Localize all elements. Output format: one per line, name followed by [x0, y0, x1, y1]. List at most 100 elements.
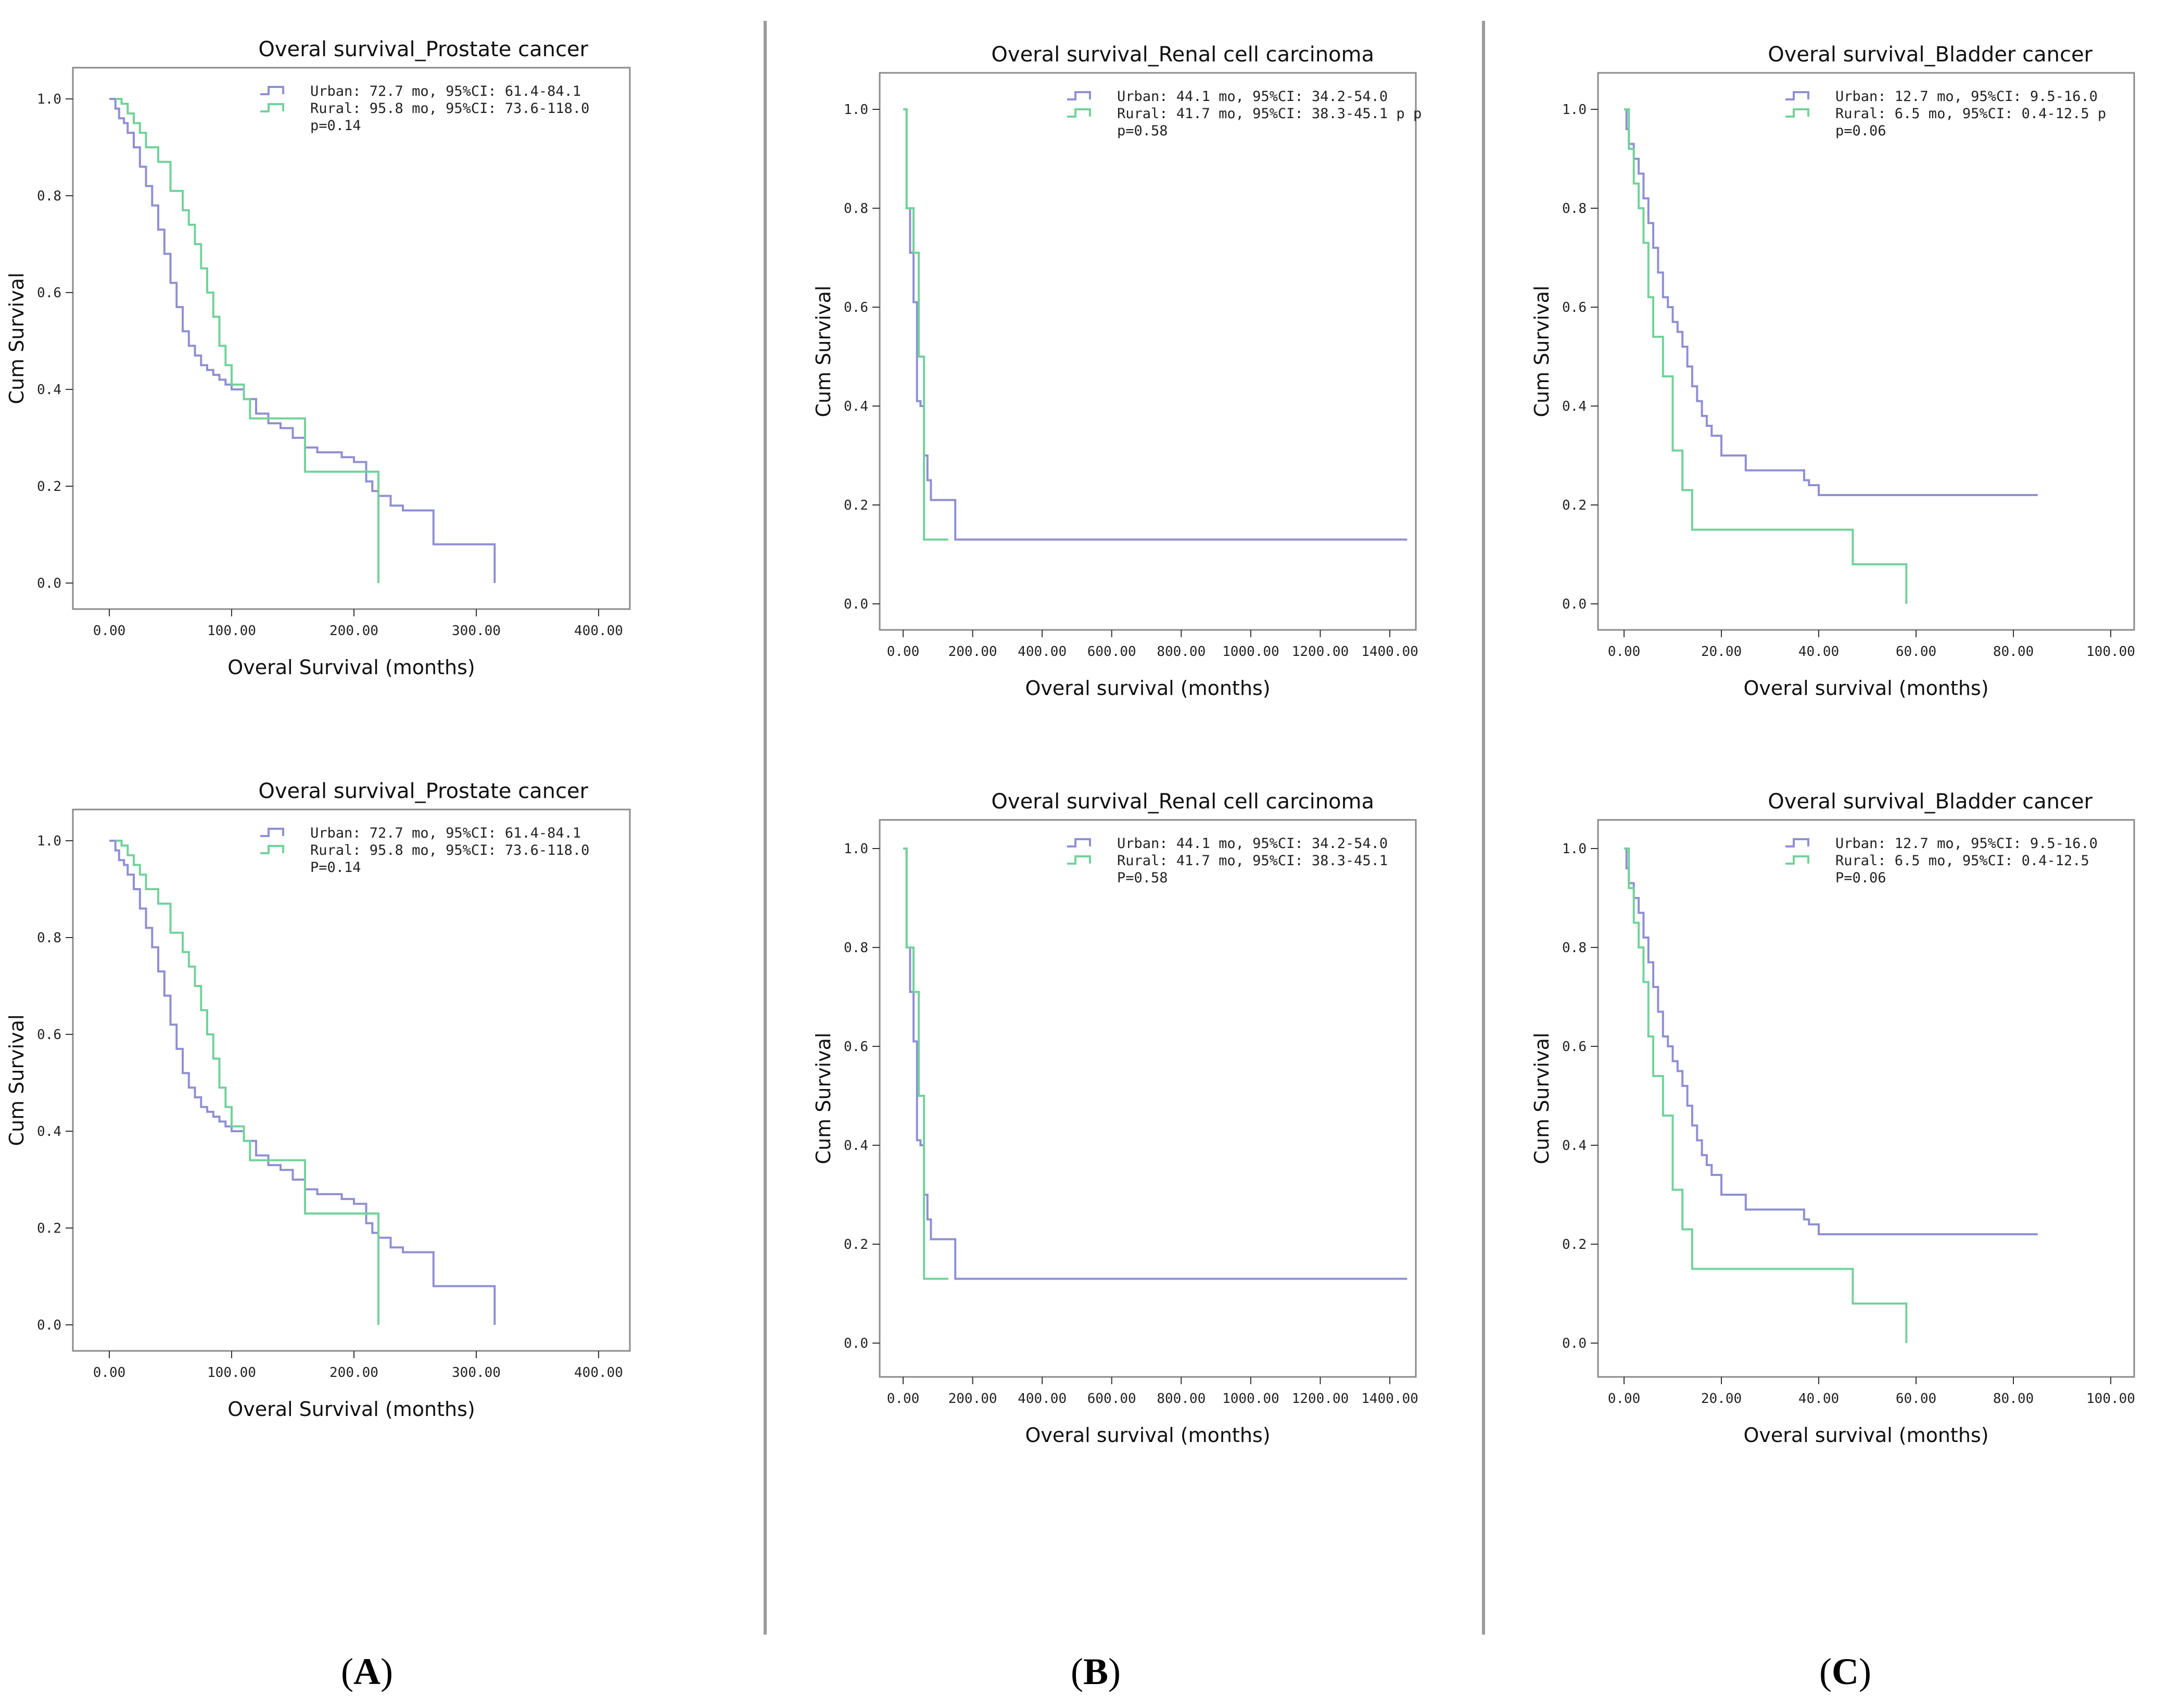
legend-entry: P=0.14 [310, 859, 361, 876]
chart-bladder-bottom: Overal survival_Bladder cancer Overal sur… [1530, 790, 2135, 1447]
y-tick-label: 0.2 [1562, 1237, 1587, 1252]
y-tick-label: 0.8 [844, 201, 868, 217]
x-tick-label: 1200.00 [1292, 644, 1349, 660]
x-tick-label: 1200.00 [1292, 1391, 1349, 1407]
x-tick-label: 40.00 [1798, 644, 1839, 660]
y-axis-label: Cum Survival [812, 1033, 835, 1165]
x-tick-label: 60.00 [1896, 1391, 1936, 1407]
x-axis-label: Overal survival (months) [1025, 1424, 1270, 1447]
y-tick-label: 0.4 [37, 1124, 61, 1140]
survival-line-rural [1624, 847, 1908, 1343]
y-axis-label: Cum Survival [1530, 1033, 1553, 1165]
x-tick-label: 600.00 [1087, 1391, 1136, 1407]
plot-frame [72, 67, 631, 610]
legend-swatch-rural [1067, 108, 1091, 118]
x-tick-label: 20.00 [1701, 1391, 1742, 1407]
legend-swatch-rural [1067, 855, 1091, 865]
x-tick-label: 0.00 [887, 1391, 920, 1407]
legend-entry: Rural: 6.5 mo, 95%CI: 0.4-12.5 [1835, 853, 2089, 869]
legend-entry: Rural: 95.8 mo, 95%CI: 73.6-118.0 [310, 842, 589, 858]
legend-entry: Urban: 44.1 mo, 95%CI: 34.2-54.0 [1117, 836, 1388, 852]
y-tick-label: 0.0 [844, 1336, 868, 1351]
charts-layer: Overal survival_Prostate cancer Overal Su… [5, 37, 2135, 1447]
y-tick-label: 0.8 [1562, 201, 1587, 217]
x-tick-label: 200.00 [329, 623, 378, 639]
y-tick-label: 1.0 [1562, 102, 1587, 118]
y-tick-label: 0.4 [1562, 1138, 1587, 1154]
chart-title: Overal survival_Renal cell carcinoma [991, 790, 1374, 814]
plot-frame [1597, 72, 2135, 631]
y-tick-label: 0.6 [844, 1039, 868, 1055]
x-tick-label: 400.00 [574, 1365, 623, 1381]
x-tick-label: 1000.00 [1222, 644, 1279, 660]
legend-entry: Rural: 6.5 mo, 95%CI: 0.4-12.5 p [1835, 106, 2106, 122]
y-tick-label: 0.6 [1562, 300, 1587, 315]
x-axis-label: Overal survival (months) [1743, 677, 1988, 700]
legend-swatch-urban [1067, 91, 1091, 100]
x-tick-label: 200.00 [948, 644, 997, 660]
y-tick-label: 0.2 [37, 1221, 61, 1236]
y-tick-label: 0.6 [37, 1027, 61, 1043]
panel-label-c: (C) [1819, 1651, 1871, 1692]
plot-frame [1597, 819, 2135, 1378]
legend-entry: p=0.58 [1117, 123, 1168, 139]
y-tick-label: 1.0 [1562, 841, 1587, 857]
chart-title: Overal survival_Prostate cancer [258, 779, 588, 803]
legend-entry: P=0.58 [1117, 870, 1168, 886]
x-tick-label: 600.00 [1087, 644, 1136, 660]
survival-line-rural [903, 108, 948, 541]
survival-line-rural [115, 98, 379, 583]
legend-entry: Rural: 41.7 mo, 95%CI: 38.3-45.1 p p [1117, 106, 1422, 122]
panel-label-a: (A) [341, 1651, 393, 1692]
y-tick-label: 1.0 [37, 92, 61, 107]
legend-entry: P=0.06 [1835, 870, 1886, 886]
y-tick-label: 0.6 [37, 285, 61, 301]
legend-entry: Urban: 44.1 mo, 95%CI: 34.2-54.0 [1117, 88, 1388, 105]
chart-title: Overal survival_Bladder cancer [1768, 43, 2093, 67]
legend-entry: Urban: 12.7 mo, 95%CI: 9.5-16.0 [1835, 836, 2098, 852]
legend-swatch-rural [260, 845, 284, 854]
x-tick-label: 200.00 [948, 1391, 997, 1407]
legend-entry: p=0.14 [310, 118, 361, 134]
chart-title: Overal survival_Bladder cancer [1768, 790, 2093, 814]
y-axis-label: Cum Survival [1530, 286, 1553, 417]
survival-line-urban [109, 840, 496, 1325]
y-tick-label: 1.0 [844, 102, 868, 118]
plot-frame [72, 808, 631, 1352]
chart-title: Overal survival_Renal cell carcinoma [991, 43, 1374, 67]
x-tick-label: 100.00 [207, 623, 256, 639]
survival-line-rural [1624, 108, 1908, 604]
legend-entry: Urban: 72.7 mo, 95%CI: 61.4-84.1 [310, 825, 581, 841]
survival-line-rural [115, 840, 379, 1325]
x-tick-label: 400.00 [574, 623, 623, 639]
y-tick-label: 0.8 [844, 940, 868, 956]
y-tick-label: 0.0 [37, 1318, 61, 1333]
x-tick-label: 0.00 [93, 623, 126, 639]
x-tick-label: 60.00 [1896, 644, 1936, 660]
legend-swatch-rural [1785, 108, 1809, 118]
y-tick-label: 0.0 [1562, 1336, 1587, 1351]
x-tick-label: 0.00 [93, 1365, 126, 1381]
y-tick-label: 0.4 [844, 399, 868, 414]
y-tick-label: 0.8 [1562, 940, 1587, 956]
chart-title: Overal survival_Prostate cancer [258, 37, 588, 61]
x-tick-label: 80.00 [1993, 644, 2034, 660]
x-axis-label: Overal Survival (months) [227, 656, 475, 679]
legend-swatch-urban [260, 86, 284, 95]
y-tick-label: 0.2 [1562, 498, 1587, 513]
x-tick-label: 300.00 [452, 623, 501, 639]
chart-renal-top: Overal survival_Renal cell carcinoma Over… [812, 43, 1422, 700]
legend-swatch-rural [1785, 855, 1809, 865]
legend-entry: Urban: 72.7 mo, 95%CI: 61.4-84.1 [310, 83, 581, 99]
y-tick-label: 0.4 [1562, 399, 1587, 414]
x-tick-label: 0.00 [887, 644, 920, 660]
survival-line-urban [903, 847, 1408, 1280]
chart-renal-bottom: Overal survival_Renal cell carcinoma Over… [812, 790, 1418, 1447]
x-axis-label: Overal survival (months) [1743, 1424, 1988, 1447]
legend-entry: Urban: 12.7 mo, 95%CI: 9.5-16.0 [1835, 88, 2098, 105]
y-axis-label: Cum Survival [5, 1015, 28, 1146]
panel-label-b: (B) [1071, 1651, 1121, 1692]
y-tick-label: 0.4 [844, 1138, 868, 1154]
y-tick-label: 0.0 [1562, 597, 1587, 612]
chart-prostate-bottom: Overal survival_Prostate cancer Overal Su… [5, 779, 631, 1421]
